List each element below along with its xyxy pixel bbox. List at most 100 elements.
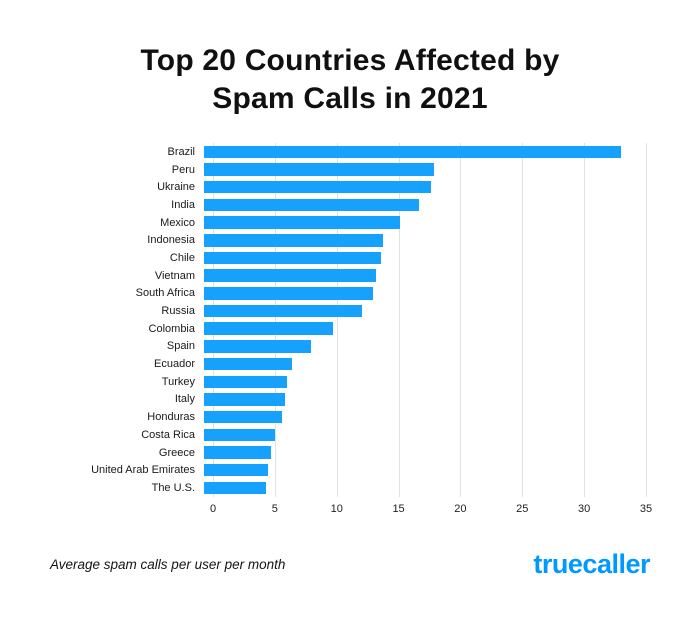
category-label: Brazil: [167, 145, 195, 158]
bar-vietnam: [204, 269, 376, 282]
bar-chart: Brazil Peru Ukraine India Mexico Indonesia Chi…: [54, 143, 652, 525]
bar-track: [204, 178, 646, 196]
chart-row: Peru: [54, 161, 646, 179]
gridline-35: [646, 143, 647, 497]
x-tick-label-30: 30: [578, 502, 591, 515]
bar-united-arab-emirates: [204, 463, 269, 477]
category-label: Honduras: [147, 411, 195, 424]
bar-chile: [204, 251, 381, 265]
bar-track: [204, 479, 646, 497]
bar-track: [204, 338, 646, 356]
bar-track: [204, 426, 646, 444]
chart-row: The U.S.: [54, 479, 646, 497]
category-label: Chile: [169, 251, 195, 264]
category-label: Italy: [174, 393, 195, 406]
bar-track: [204, 196, 646, 214]
chart-row: Brazil: [54, 143, 646, 161]
bar-track: [204, 143, 646, 161]
category-label: Spain: [166, 340, 195, 353]
chart-row: Chile: [54, 249, 646, 267]
x-tick-label-10: 10: [330, 502, 343, 515]
category-label: Costa Rica: [141, 428, 195, 441]
chart-row: Honduras: [54, 408, 646, 426]
footnote-text: Average spam calls per user per month: [50, 557, 286, 572]
x-axis: 0 5 10 15 20 25 30 35: [209, 502, 652, 525]
category-label: Russia: [161, 305, 195, 318]
bar-ecuador: [204, 357, 293, 371]
x-tick-label-35: 35: [639, 502, 653, 515]
bar-track: [204, 355, 646, 373]
bar-track: [204, 267, 646, 285]
x-tick-label-15: 15: [392, 502, 405, 515]
x-tick-label-5: 5: [271, 502, 278, 515]
bar-italy: [204, 393, 285, 406]
bar-track: [204, 214, 646, 232]
bar-south-africa: [204, 287, 374, 300]
bar-track: [204, 320, 646, 338]
chart-row: South Africa: [54, 285, 646, 303]
bar-mexico: [204, 216, 400, 229]
bar-track: [204, 302, 646, 320]
chart-row: Russia: [54, 302, 646, 320]
bar-track: [204, 161, 646, 179]
category-label: United Arab Emirates: [91, 464, 195, 477]
category-label: Turkey: [161, 375, 195, 388]
chart-row: India: [54, 196, 646, 214]
bar-track: [204, 408, 646, 426]
plot-area: Brazil Peru Ukraine India Mexico Indonesia Chi…: [54, 143, 647, 497]
chart-row: Greece: [54, 444, 646, 462]
chart-row: Mexico: [54, 214, 646, 232]
bar-track: [204, 285, 646, 303]
bar-the-u-s-: [204, 481, 266, 495]
category-label: Ecuador: [154, 358, 195, 371]
chart-row: Indonesia: [54, 231, 646, 249]
bar-track: [204, 373, 646, 391]
category-label: The U.S.: [151, 481, 195, 494]
bar-peru: [204, 163, 434, 176]
chart-row: Colombia: [54, 320, 646, 338]
category-label: Ukraine: [157, 181, 195, 194]
bar-track: [204, 231, 646, 249]
chart-row: Ukraine: [54, 178, 646, 196]
chart-title: Top 20 Countries Affected by Spam Calls …: [0, 0, 700, 117]
chart-rows: Brazil Peru Ukraine India Mexico Indonesia Chi…: [54, 143, 646, 497]
bar-india: [204, 198, 419, 212]
footer: Average spam calls per user per month tr…: [50, 549, 650, 580]
bar-track: [204, 391, 646, 409]
bar-russia: [204, 304, 362, 318]
bar-indonesia: [204, 234, 384, 247]
bar-ukraine: [204, 180, 432, 194]
chart-row: Costa Rica: [54, 426, 646, 444]
category-label: South Africa: [135, 287, 195, 300]
chart-title-line2: Spam Calls in 2021: [212, 81, 488, 115]
x-tick-label-20: 20: [454, 502, 467, 515]
bar-honduras: [204, 410, 283, 424]
bar-colombia: [204, 322, 333, 335]
bar-brazil: [204, 145, 621, 159]
chart-title-line1: Top 20 Countries Affected by: [140, 44, 560, 77]
bar-greece: [204, 446, 271, 459]
bar-costa-rica: [204, 428, 275, 442]
bar-track: [204, 249, 646, 267]
chart-row: Italy: [54, 391, 646, 409]
category-label: Colombia: [148, 322, 195, 335]
category-label: India: [171, 198, 195, 211]
bar-turkey: [204, 375, 288, 389]
chart-row: Spain: [54, 338, 646, 356]
category-label: Vietnam: [154, 269, 195, 282]
category-label: Indonesia: [147, 234, 195, 247]
chart-row: United Arab Emirates: [54, 461, 646, 479]
category-label: Mexico: [160, 216, 195, 229]
bar-track: [204, 461, 646, 479]
x-tick-label-0: 0: [209, 502, 217, 515]
bar-spain: [204, 340, 312, 353]
chart-row: Vietnam: [54, 267, 646, 285]
chart-row: Ecuador: [54, 355, 646, 373]
bar-track: [204, 444, 646, 462]
truecaller-logo: truecaller: [533, 549, 650, 579]
x-tick-label-25: 25: [516, 502, 529, 515]
category-label: Greece: [158, 446, 195, 459]
chart-row: Turkey: [54, 373, 646, 391]
category-label: Peru: [171, 163, 195, 176]
